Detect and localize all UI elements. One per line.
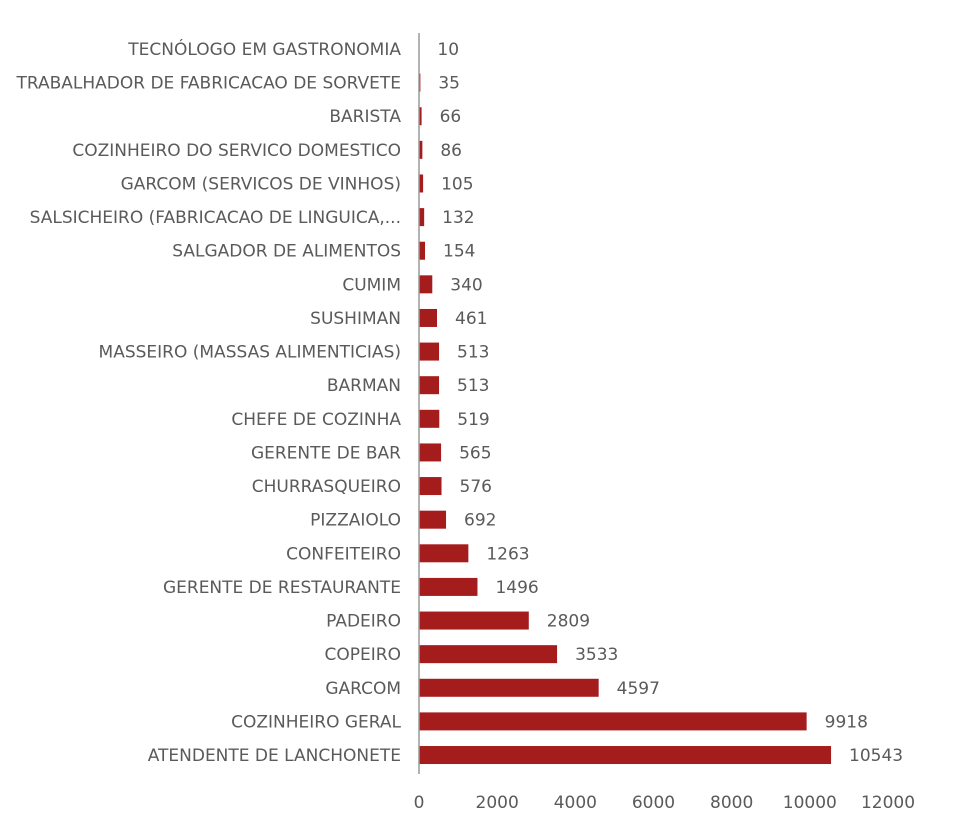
value-label: 154 [443, 242, 475, 262]
category-label: GERENTE DE RESTAURANTE [163, 578, 401, 598]
bar [419, 275, 433, 294]
value-label: 9918 [825, 712, 868, 732]
x-tick-label: 8000 [710, 793, 753, 813]
value-label: 35 [438, 74, 460, 94]
category-label: CUMIM [342, 275, 401, 295]
category-label: ATENDENTE DE LANCHONETE [148, 746, 401, 766]
category-label: CHURRASQUEIRO [252, 477, 401, 497]
value-label: 340 [450, 275, 482, 295]
value-label: 461 [455, 309, 487, 329]
value-label: 513 [457, 376, 489, 396]
value-label: 519 [457, 410, 489, 430]
category-labels-group: TECNÓLOGO EM GASTRONOMIA TRABALHADOR DE F… [15, 38, 401, 766]
category-label: PIZZAIOLO [310, 511, 401, 531]
bar [419, 577, 478, 596]
bar [419, 678, 599, 697]
category-label: GERENTE DE BAR [251, 443, 401, 463]
category-label: CHEFE DE COZINHA [231, 410, 401, 430]
value-label: 10 [437, 40, 459, 60]
value-label: 4597 [617, 679, 660, 699]
bar [419, 342, 440, 361]
category-label: TECNÓLOGO EM GASTRONOMIA [127, 38, 401, 60]
bar [419, 409, 440, 428]
category-label: SALGADOR DE ALIMENTOS [172, 242, 401, 262]
value-label: 513 [457, 343, 489, 363]
category-label: PADEIRO [326, 612, 401, 632]
bar [419, 712, 807, 731]
value-label: 10543 [849, 746, 903, 766]
category-label: SALSICHEIRO (FABRICACAO DE LINGUICA,... [30, 208, 401, 228]
category-label: BARMAN [327, 376, 401, 396]
bar [419, 376, 440, 395]
value-label: 565 [459, 443, 491, 463]
category-label: MASSEIRO (MASSAS ALIMENTICIAS) [99, 343, 401, 363]
bar [419, 611, 529, 630]
value-label: 576 [460, 477, 492, 497]
category-label: CONFEITEIRO [286, 544, 401, 564]
category-label: GARCOM [325, 679, 401, 699]
value-label: 66 [440, 107, 462, 127]
value-label: 2809 [547, 612, 590, 632]
value-label: 86 [440, 141, 462, 161]
bar [419, 510, 447, 529]
category-label: GARCOM (SERVICOS DE VINHOS) [121, 174, 401, 194]
bar [419, 107, 422, 126]
value-label: 1263 [486, 544, 529, 564]
category-label: COZINHEIRO DO SERVICO DOMESTICO [72, 141, 401, 161]
bar [419, 544, 469, 563]
x-tick-labels-group: 0 2000 4000 6000 8000 10000 12000 [414, 793, 915, 813]
value-label: 132 [442, 208, 474, 228]
bar [419, 241, 426, 260]
category-label: BARISTA [329, 107, 401, 127]
x-tick-label: 2000 [476, 793, 519, 813]
x-tick-label: 6000 [632, 793, 675, 813]
bar [419, 645, 558, 664]
category-label: SUSHIMAN [310, 309, 401, 329]
value-label: 3533 [575, 645, 618, 665]
x-tick-label: 0 [414, 793, 425, 813]
category-label: TRABALHADOR DE FABRICACAO DE SORVETE [15, 74, 401, 94]
bar [419, 174, 424, 193]
bar [419, 308, 438, 327]
value-label: 105 [441, 174, 473, 194]
x-tick-label: 4000 [554, 793, 597, 813]
value-labels-group: 10 35 66 86 105 132 154 340 461 513 513 519 565 576 69… [437, 40, 903, 766]
bar [419, 477, 442, 496]
bar [419, 208, 425, 227]
value-label: 692 [464, 511, 496, 531]
bars-group [419, 40, 832, 765]
category-label: COPEIRO [325, 645, 401, 665]
category-label: COZINHEIRO GERAL [231, 712, 401, 732]
bar [419, 140, 423, 159]
value-label: 1496 [495, 578, 538, 598]
bar [419, 443, 442, 462]
x-tick-label: 12000 [861, 793, 915, 813]
x-tick-label: 10000 [783, 793, 837, 813]
bar [419, 746, 832, 765]
